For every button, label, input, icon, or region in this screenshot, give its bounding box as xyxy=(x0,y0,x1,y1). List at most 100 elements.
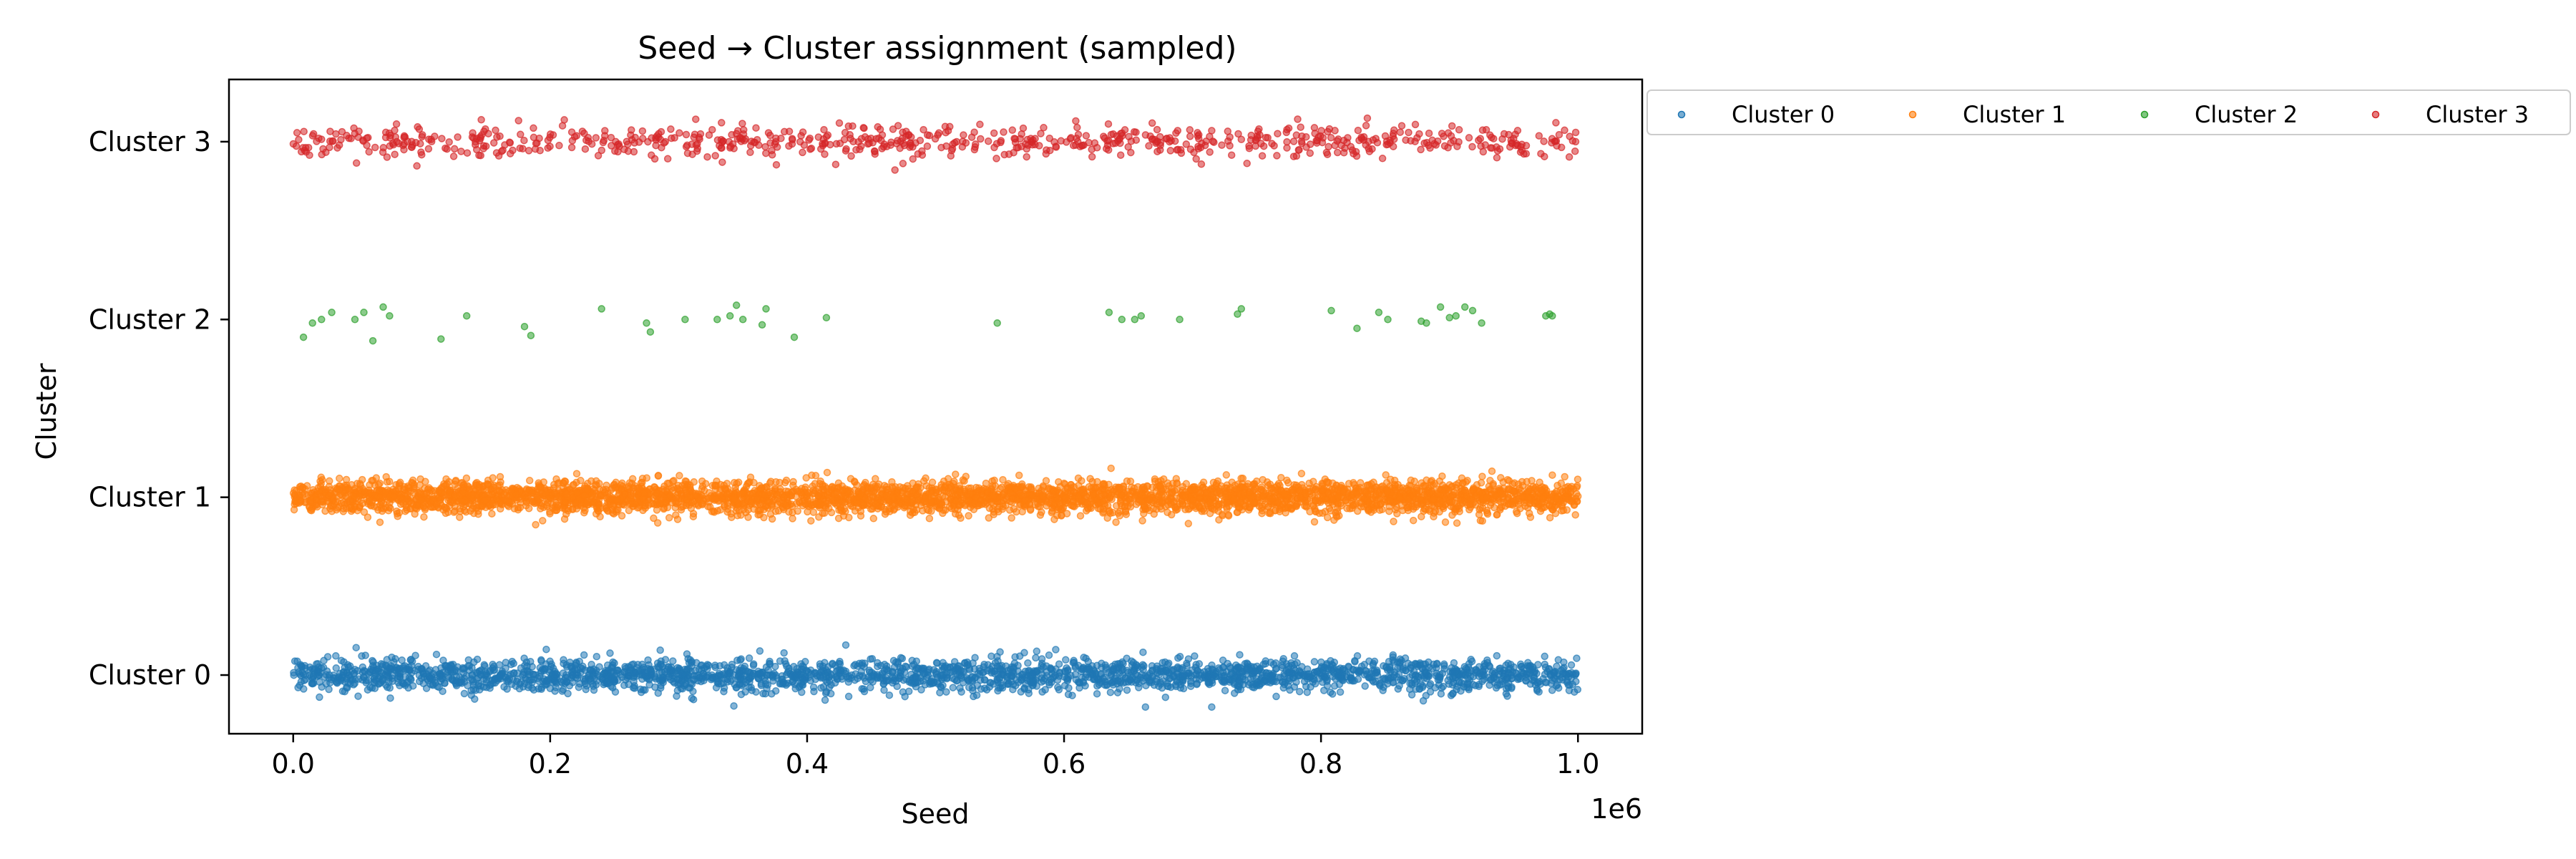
series-cluster-0 xyxy=(290,641,1582,711)
data-point xyxy=(1493,651,1501,660)
data-point xyxy=(1140,662,1148,670)
data-point xyxy=(946,664,954,671)
data-point xyxy=(608,661,617,669)
data-point xyxy=(936,689,944,697)
data-point xyxy=(530,686,538,694)
data-point xyxy=(1161,693,1170,702)
data-point xyxy=(344,671,353,679)
data-point xyxy=(847,674,855,682)
data-point xyxy=(737,690,746,699)
data-point xyxy=(1032,654,1040,662)
data-point xyxy=(1113,689,1122,697)
data-point xyxy=(954,664,962,673)
data-point xyxy=(1465,660,1473,668)
data-point xyxy=(445,674,453,682)
data-point xyxy=(421,661,430,670)
data-point xyxy=(1389,678,1397,686)
data-point xyxy=(1493,511,1501,519)
data-point xyxy=(784,679,792,687)
data-point xyxy=(1018,674,1026,682)
data-point xyxy=(825,683,834,691)
data-point xyxy=(334,676,342,684)
data-point xyxy=(614,666,622,674)
data-point xyxy=(1567,661,1576,669)
data-point xyxy=(470,658,478,666)
data-point xyxy=(1514,480,1523,488)
data-point xyxy=(517,664,525,672)
data-point xyxy=(1282,660,1291,668)
data-point xyxy=(293,657,301,665)
data-point xyxy=(937,682,945,691)
data-point xyxy=(1558,673,1566,681)
data-point xyxy=(358,652,366,660)
data-point xyxy=(1310,676,1318,684)
data-point xyxy=(723,678,731,686)
data-point xyxy=(1250,669,1259,676)
data-point xyxy=(1272,692,1280,701)
data-point xyxy=(589,682,597,690)
chart-title: Seed → Cluster assignment (sampled) xyxy=(638,30,1236,67)
data-point xyxy=(720,687,728,696)
data-point xyxy=(407,676,415,684)
data-point xyxy=(1010,659,1019,667)
data-point xyxy=(364,686,372,694)
data-point xyxy=(460,664,469,673)
data-point xyxy=(746,669,753,676)
data-point xyxy=(1436,673,1444,681)
data-point xyxy=(1068,691,1076,699)
data-point xyxy=(1038,674,1046,682)
data-point xyxy=(1222,471,1231,479)
data-point xyxy=(1262,657,1269,665)
data-point xyxy=(1420,672,1428,680)
data-point xyxy=(444,666,452,674)
data-point xyxy=(332,652,340,660)
data-point xyxy=(1418,664,1427,673)
data-point xyxy=(688,694,696,702)
data-point xyxy=(606,649,614,657)
data-point xyxy=(1336,688,1345,697)
data-point xyxy=(656,646,664,654)
data-point xyxy=(495,661,504,669)
data-point xyxy=(1050,515,1058,523)
data-point xyxy=(1533,679,1541,687)
data-point xyxy=(913,674,921,681)
data-point xyxy=(371,684,379,692)
data-point xyxy=(1395,681,1403,690)
data-point xyxy=(404,684,412,692)
data-point xyxy=(1477,479,1485,487)
data-point xyxy=(1480,675,1488,684)
data-point xyxy=(1295,687,1304,696)
data-point xyxy=(794,674,802,682)
data-point xyxy=(832,667,841,676)
data-point xyxy=(1164,669,1172,676)
data-point xyxy=(809,508,818,516)
data-point xyxy=(908,662,917,670)
data-point xyxy=(823,468,831,477)
data-point xyxy=(1554,656,1563,664)
data-point xyxy=(1047,665,1055,673)
data-point xyxy=(712,684,721,691)
data-point xyxy=(1058,511,1065,519)
data-point xyxy=(726,667,734,676)
data-point xyxy=(970,692,977,701)
data-point xyxy=(764,666,772,674)
data-point xyxy=(611,688,620,696)
data-point xyxy=(1541,660,1549,669)
data-point xyxy=(821,696,829,704)
data-point xyxy=(364,676,372,684)
data-point xyxy=(411,651,419,659)
data-point xyxy=(1293,659,1301,667)
data-point xyxy=(683,650,691,658)
data-point xyxy=(1015,471,1023,480)
data-point xyxy=(899,688,907,697)
data-point xyxy=(976,676,985,684)
data-point xyxy=(897,654,905,662)
data-point xyxy=(1064,674,1073,681)
data-point xyxy=(509,676,517,684)
data-point xyxy=(1191,652,1199,660)
data-point xyxy=(1571,671,1579,679)
data-point xyxy=(637,688,645,697)
data-point xyxy=(1327,664,1335,671)
data-point xyxy=(1208,703,1216,711)
data-point xyxy=(776,657,784,665)
